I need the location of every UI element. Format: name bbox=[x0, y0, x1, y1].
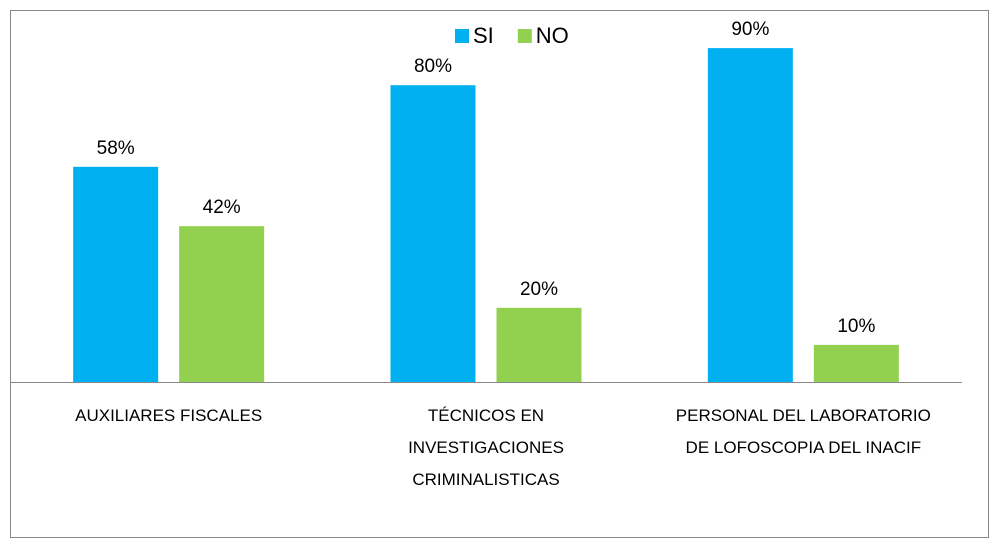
bar bbox=[73, 166, 159, 382]
legend-label: SI bbox=[473, 23, 494, 48]
x-tick-label: PERSONAL DEL LABORATORIO DE LOFOSCOPIA D… bbox=[675, 406, 931, 457]
x-tick-label: TÉCNICOS EN INVESTIGACIONES CRIMINALISTI… bbox=[408, 406, 564, 489]
value-label: 10% bbox=[837, 316, 875, 337]
bar bbox=[707, 48, 793, 382]
x-tick-label: AUXILIARES FISCALES bbox=[75, 406, 263, 425]
chart-border bbox=[10, 10, 989, 538]
value-label: 80% bbox=[414, 56, 452, 77]
value-label: 42% bbox=[203, 197, 241, 218]
legend-swatch bbox=[517, 29, 532, 43]
value-label: 90% bbox=[731, 19, 769, 40]
bar bbox=[813, 344, 899, 382]
value-label: 20% bbox=[520, 279, 558, 300]
bar bbox=[496, 307, 582, 382]
bar bbox=[179, 226, 265, 382]
value-label: 58% bbox=[97, 138, 135, 159]
bar bbox=[390, 85, 476, 382]
legend-label: NO bbox=[536, 23, 569, 48]
legend-swatch bbox=[455, 29, 469, 43]
